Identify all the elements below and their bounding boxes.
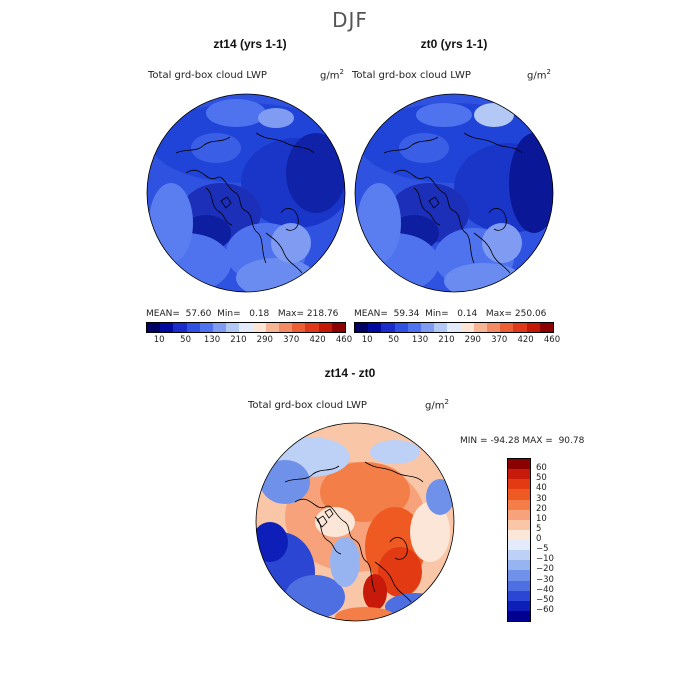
colorbar-swatch — [508, 489, 530, 500]
colorbar-swatch — [292, 323, 306, 332]
diff-units: g/m2 — [425, 398, 449, 412]
colorbar-swatch — [213, 323, 227, 332]
colorbar-tick-label: 40 — [536, 483, 547, 494]
colorbar-swatch — [394, 323, 408, 332]
colorbar-tick-label: 20 — [536, 503, 547, 514]
colorbar-tick-label: −20 — [536, 564, 554, 575]
units-right: g/m2 — [527, 68, 551, 82]
colorbar-swatch — [239, 323, 253, 332]
colorbar-tick-label: 50 — [388, 335, 400, 345]
colorbar-swatch — [508, 529, 530, 540]
colorbar-swatch — [508, 600, 530, 611]
colorbar-tick-label: 290 — [464, 335, 481, 345]
colorbar-tick-label: 0 — [536, 534, 542, 544]
colorbar-tick-label: 5 — [536, 523, 542, 534]
colorbar-swatch — [407, 323, 422, 332]
colorbar-swatch — [508, 499, 530, 510]
colorbar-swatch — [355, 323, 369, 332]
colorbar-tick-label: −60 — [536, 604, 554, 615]
colorbar-swatch — [508, 509, 530, 520]
colorbar-tick-label: 210 — [230, 335, 247, 345]
colorbar-swatch — [508, 610, 530, 621]
colorbar-swatch — [434, 323, 448, 332]
colorbar-swatch — [539, 323, 554, 332]
colorbar-tick-label: 420 — [517, 335, 534, 345]
colorbar-tick-label: −40 — [536, 584, 554, 595]
colorbar-tick-label: 60 — [536, 463, 547, 474]
colorbar-right — [354, 322, 554, 333]
colorbar-swatch — [381, 323, 395, 332]
colorbar-swatch — [473, 323, 488, 332]
colorbar-swatch — [226, 323, 240, 332]
colorbar-swatch — [508, 459, 530, 470]
colorbar-swatch — [147, 323, 161, 332]
colorbar-swatch — [199, 323, 214, 332]
colorbar-swatch — [508, 570, 530, 581]
polar-map-diff — [255, 422, 455, 622]
stats-left: MEAN= 57.60 Min= 0.18 Max= 218.76 — [146, 309, 339, 319]
colorbar-swatch — [508, 590, 530, 601]
colorbar-swatch — [508, 469, 530, 480]
colorbar-swatch — [508, 580, 530, 591]
colorbar-swatch — [265, 323, 280, 332]
diff-minmax: MIN = -94.28 MAX = 90.78 — [460, 436, 585, 446]
colorbar-swatch — [160, 323, 174, 332]
colorbar-tick-label: 370 — [491, 335, 508, 345]
colorbar-swatch — [421, 323, 435, 332]
colorbar-tick-label: −5 — [536, 544, 549, 555]
colorbar-tick-label: 50 — [180, 335, 192, 345]
units-left: g/m2 — [320, 68, 344, 82]
polar-map-left — [146, 93, 346, 293]
colorbar-tick-label: 290 — [256, 335, 273, 345]
colorbar-diff — [507, 458, 531, 622]
colorbar-swatch — [508, 560, 530, 571]
season-title: DJF — [332, 8, 368, 32]
colorbar-swatch — [487, 323, 501, 332]
colorbar-swatch — [305, 323, 319, 332]
variable-label-left: Total grd-box cloud LWP — [148, 70, 267, 81]
colorbar-tick-label: 30 — [536, 493, 547, 504]
colorbar-swatch — [460, 323, 474, 332]
colorbar-swatch — [173, 323, 187, 332]
colorbar-tick-label: 10 — [536, 513, 547, 524]
colorbar-tick-label: −50 — [536, 594, 554, 605]
colorbar-swatch — [508, 550, 530, 561]
colorbar-tick-label: −30 — [536, 574, 554, 585]
panel-title-left: zt14 (yrs 1-1) — [213, 37, 287, 51]
colorbar-tick-label: 420 — [309, 335, 326, 345]
colorbar-tick-label: 50 — [536, 473, 547, 484]
colorbar-tick-label: 460 — [335, 335, 353, 345]
polar-map-right — [354, 93, 554, 293]
colorbar-swatch — [508, 519, 530, 530]
colorbar-swatch — [508, 479, 530, 490]
colorbar-swatch — [318, 323, 332, 332]
colorbar-tick-label: 10 — [361, 335, 373, 345]
panel-title-right: zt0 (yrs 1-1) — [420, 37, 488, 51]
colorbar-swatch — [368, 323, 382, 332]
diff-variable-label: Total grd-box cloud LWP — [248, 400, 367, 411]
colorbar-tick-label: 10 — [153, 335, 165, 345]
colorbar-tick-label: −10 — [536, 554, 554, 565]
colorbar-swatch — [500, 323, 514, 332]
colorbar-tick-label: 130 — [411, 335, 429, 345]
colorbar-tick-label: 370 — [283, 335, 300, 345]
colorbar-swatch — [279, 323, 293, 332]
colorbar-swatch — [447, 323, 461, 332]
variable-label-right: Total grd-box cloud LWP — [352, 70, 471, 81]
diff-title: zt14 - zt0 — [324, 366, 376, 380]
stats-right: MEAN= 59.34 Min= 0.14 Max= 250.06 — [354, 309, 547, 319]
colorbar-swatch — [252, 323, 266, 332]
colorbar-swatch — [186, 323, 200, 332]
colorbar-swatch — [331, 323, 346, 332]
colorbar-swatch — [526, 323, 540, 332]
colorbar-tick-label: 460 — [543, 335, 561, 345]
colorbar-swatch — [508, 540, 530, 551]
colorbar-tick-label: 210 — [438, 335, 455, 345]
colorbar-left — [146, 322, 346, 333]
colorbar-tick-label: 130 — [203, 335, 221, 345]
colorbar-swatch — [513, 323, 527, 332]
